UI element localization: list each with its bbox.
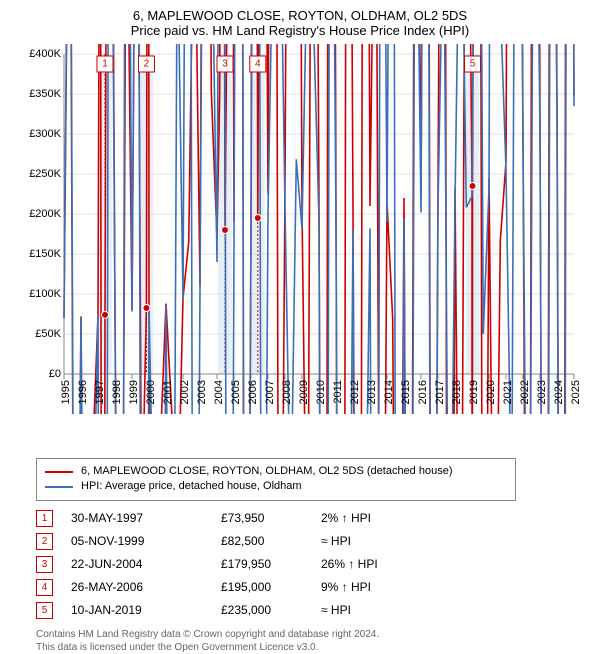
x-tick-label: 2004	[209, 380, 225, 404]
legend-label-0: 6, MAPLEWOOD CLOSE, ROYTON, OLDHAM, OL2 …	[81, 464, 452, 479]
sale-diff-2: 26% ↑ HPI	[321, 557, 441, 571]
legend-row-0: 6, MAPLEWOOD CLOSE, ROYTON, OLDHAM, OL2 …	[45, 464, 507, 479]
legend-box: 6, MAPLEWOOD CLOSE, ROYTON, OLDHAM, OL2 …	[36, 458, 516, 501]
y-tick-label: £350K	[29, 88, 64, 100]
legend-label-1: HPI: Average price, detached house, Oldh…	[81, 479, 302, 494]
x-tick-label: 2005	[226, 380, 242, 404]
sale-date-0: 30-MAY-1997	[71, 511, 221, 525]
x-tick-label: 2015	[396, 380, 412, 404]
x-tick-label: 2021	[498, 380, 514, 404]
y-tick-label: £100K	[29, 288, 64, 300]
sales-row-2: 3 22-JUN-2004£179,95026% ↑ HPI	[36, 553, 516, 576]
svg-text:4: 4	[255, 59, 261, 70]
sales-row-4: 5 10-JAN-2019£235,000≈ HPI	[36, 599, 516, 622]
sales-table: 130-MAY-1997£73,9502% ↑ HPI205-NOV-1999£…	[36, 507, 516, 622]
sale-date-4: 10-JAN-2019	[71, 603, 221, 617]
legend-swatch-0	[45, 471, 73, 473]
y-tick-label: £0	[49, 368, 64, 380]
svg-text:1: 1	[102, 59, 108, 70]
sale-price-2: £179,950	[221, 557, 321, 571]
footer-line2: This data is licensed under the Open Gov…	[36, 641, 594, 654]
sale-num-box-0: 1	[36, 510, 53, 527]
x-tick-label: 2020	[481, 380, 497, 404]
sale-diff-1: ≈ HPI	[321, 534, 441, 548]
svg-text:5: 5	[470, 59, 476, 70]
x-tick-label: 1997	[90, 380, 106, 404]
x-tick-label: 2024	[549, 380, 565, 404]
x-tick-label: 1998	[107, 380, 123, 404]
y-tick-label: £400K	[29, 48, 64, 60]
chart-svg: 1 2 3 4 5	[24, 44, 584, 414]
x-tick-label: 2022	[515, 380, 531, 404]
x-tick-label: 2006	[243, 380, 259, 404]
y-tick-label: £200K	[29, 208, 64, 220]
x-tick-label: 1995	[56, 380, 72, 404]
sale-diff-0: 2% ↑ HPI	[321, 511, 441, 525]
y-tick-label: £300K	[29, 128, 64, 140]
x-tick-label: 2023	[532, 380, 548, 404]
x-tick-label: 2011	[328, 380, 344, 404]
sales-row-1: 2 05-NOV-1999£82,500≈ HPI	[36, 530, 516, 553]
x-tick-label: 2010	[311, 380, 327, 404]
sale-price-1: £82,500	[221, 534, 321, 548]
sale-diff-3: 9% ↑ HPI	[321, 580, 441, 594]
x-tick-label: 2025	[566, 380, 582, 404]
sale-price-4: £235,000	[221, 603, 321, 617]
x-tick-label: 2007	[260, 380, 276, 404]
x-tick-label: 2012	[345, 380, 361, 404]
sale-date-2: 22-JUN-2004	[71, 557, 221, 571]
sale-price-0: £73,950	[221, 511, 321, 525]
chart-title-line2: Price paid vs. HM Land Registry's House …	[6, 23, 594, 38]
sale-num-box-2: 3	[36, 556, 53, 573]
y-tick-label: £50K	[35, 328, 64, 340]
chart-title-line1: 6, MAPLEWOOD CLOSE, ROYTON, OLDHAM, OL2 …	[6, 8, 594, 23]
sale-num-box-1: 2	[36, 533, 53, 550]
x-tick-label: 2001	[158, 380, 174, 404]
x-tick-label: 2013	[362, 380, 378, 404]
x-tick-label: 2018	[447, 380, 463, 404]
sale-num-box-3: 4	[36, 579, 53, 596]
legend-row-1: HPI: Average price, detached house, Oldh…	[45, 479, 507, 494]
x-tick-label: 1996	[73, 380, 89, 404]
svg-text:2: 2	[144, 59, 150, 70]
sales-row-0: 1 30-MAY-1997£73,9502% ↑ HPI	[36, 507, 516, 530]
x-tick-label: 2017	[430, 380, 446, 404]
x-tick-label: 2009	[294, 380, 310, 404]
x-tick-label: 2008	[277, 380, 293, 404]
chart-area: 1 2 3 4 5 £0 £50K £100K £150K £200K £250K £300K £35…	[24, 44, 584, 414]
sale-num-box-4: 5	[36, 602, 53, 619]
sale-date-3: 26-MAY-2006	[71, 580, 221, 594]
y-tick-label: £250K	[29, 168, 64, 180]
x-tick-label: 2014	[379, 380, 395, 404]
x-tick-label: 2003	[192, 380, 208, 404]
x-tick-label: 1999	[124, 380, 140, 404]
sale-diff-4: ≈ HPI	[321, 603, 441, 617]
sale-date-1: 05-NOV-1999	[71, 534, 221, 548]
svg-text:3: 3	[222, 59, 228, 70]
y-tick-label: £150K	[29, 248, 64, 260]
sale-price-3: £195,000	[221, 580, 321, 594]
x-tick-label: 2000	[141, 380, 157, 404]
sales-row-3: 4 26-MAY-2006£195,0009% ↑ HPI	[36, 576, 516, 599]
x-tick-label: 2019	[464, 380, 480, 404]
footer-line1: Contains HM Land Registry data © Crown c…	[36, 628, 594, 641]
x-tick-label: 2016	[413, 380, 429, 404]
legend-swatch-1	[45, 486, 73, 488]
x-tick-label: 2002	[175, 380, 191, 404]
